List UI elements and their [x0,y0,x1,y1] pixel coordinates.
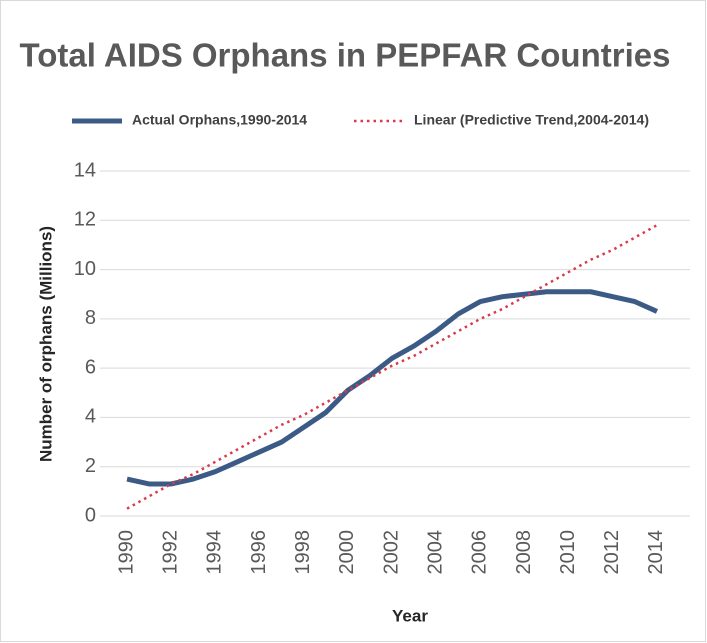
y-tick-label: 0 [85,504,96,526]
y-tick-label: 2 [85,455,96,477]
x-tick-label: 2004 [424,530,446,575]
x-tick-label: 1998 [292,530,314,575]
y-tick-label: 8 [85,307,96,329]
y-tick-label: 10 [74,258,96,280]
x-tick-label: 2002 [380,530,402,575]
x-axis-title: Year [392,606,428,625]
x-tick-label: 1996 [248,530,270,575]
y-tick-label: 4 [85,406,96,428]
x-tick-label: 2012 [601,530,623,575]
x-tick-label: 1994 [204,530,226,575]
y-axis-title: Number of orphans (Millions) [36,226,55,462]
x-tick-label: 1992 [159,530,181,575]
y-tick-label: 12 [74,209,96,231]
series-line [126,289,658,487]
x-tick-label: 2010 [557,530,579,575]
chart-title: Total AIDS Orphans in PEPFAR Countries [20,37,671,74]
x-tick-label: 1990 [115,530,137,575]
x-tick-label: 2014 [645,530,667,575]
x-tick-label: 2000 [336,530,358,575]
series-line [126,224,658,510]
y-tick-label: 6 [85,356,96,378]
y-tick-label: 14 [74,159,96,181]
x-tick-label: 2008 [513,530,535,575]
legend-label: Linear (Predictive Trend,2004-2014) [414,112,649,128]
x-tick-label: 2006 [469,530,491,575]
legend-label: Actual Orphans,1990-2014 [132,112,307,128]
